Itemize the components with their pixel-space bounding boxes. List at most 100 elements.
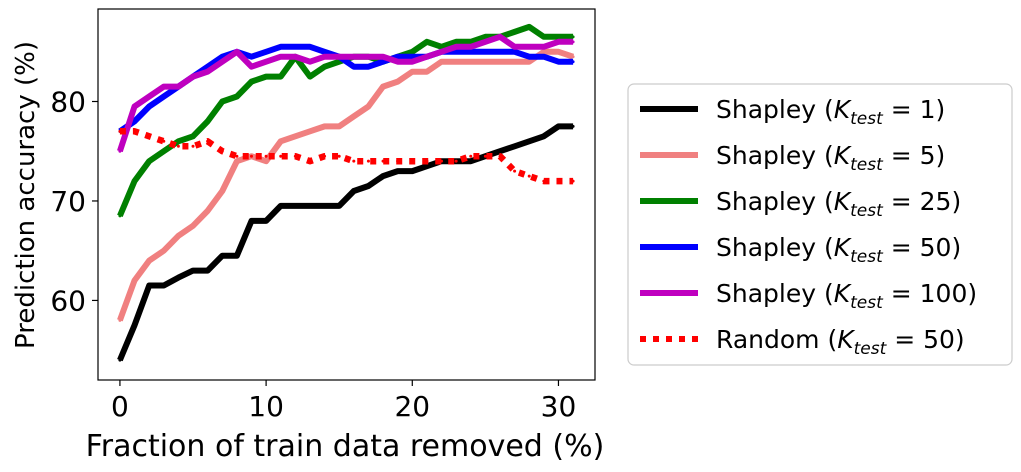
data-point [571,40,575,44]
data-point [191,269,195,273]
data-point [279,139,283,143]
x-tick-label: 30 [541,390,577,423]
data-point [498,154,502,158]
data-point [220,189,224,193]
data-point [352,65,356,69]
data-point [454,60,458,64]
data-point [410,70,414,74]
data-point [542,134,546,138]
data-point [410,55,414,59]
data-point [498,35,502,39]
data-point [293,55,297,59]
series-line [119,128,574,185]
data-point [381,174,385,178]
data-point [454,40,458,44]
data-point [396,159,400,163]
data-point [410,60,414,64]
data-point [162,139,166,143]
data-point [337,124,341,128]
data-point [513,45,517,49]
data-point [293,154,297,158]
data-point [440,159,444,163]
y-tick-label: 70 [50,185,86,218]
data-point [469,60,473,64]
data-point [264,50,268,54]
data-point [396,169,400,173]
legend-label: Shapley (Ktest = 100) [716,279,977,313]
data-point [279,204,283,208]
data-point [483,50,487,54]
data-point [235,95,239,99]
data-point [381,85,385,89]
data-point [118,149,122,153]
series-layer [117,23,575,362]
data-point [249,80,253,84]
data-point [323,50,327,54]
data-point [133,323,137,327]
data-point [220,55,224,59]
data-point [191,224,195,228]
data-point [483,40,487,44]
legend: Shapley (Ktest = 1) Shapley (Ktest = 5) Sh… [627,83,1013,366]
data-point [483,60,487,64]
data-point [118,358,122,362]
data-point [425,164,429,168]
data-point [396,60,400,64]
data-point [556,50,560,54]
data-point [498,60,502,64]
data-point [469,50,473,54]
data-point [366,184,370,188]
data-point [542,179,546,183]
data-point [176,276,180,280]
data-point [249,219,253,223]
data-point [162,95,166,99]
data-point [571,60,575,64]
data-point [337,154,341,158]
data-point [176,144,180,148]
data-point [425,55,429,59]
data-point [469,159,473,163]
data-point [498,50,502,54]
data-point [440,45,444,49]
data-point [147,134,151,138]
legend-label: Shapley (Ktest = 25) [716,187,961,221]
data-point [118,129,122,133]
data-point [469,40,473,44]
x-axis-title: Fraction of train data removed (%) [86,429,605,464]
data-point [556,179,560,183]
data-point [162,284,166,288]
data-point [176,139,180,143]
data-point [249,65,253,69]
data-point [440,60,444,64]
data-point [571,35,575,39]
data-point [513,30,517,34]
data-point [381,159,385,163]
data-point [235,159,239,163]
data-point [542,55,546,59]
data-point [556,124,560,128]
data-point [308,45,312,49]
data-point [352,159,356,163]
data-point [235,154,239,158]
data-point [513,50,517,54]
data-point [133,119,137,123]
data-point [206,119,210,123]
data-point [162,249,166,253]
data-point [220,149,224,153]
data-point [191,75,195,79]
data-point [235,50,239,54]
data-point [249,154,253,158]
data-point [527,139,531,143]
series-4 [117,33,575,153]
data-point [352,189,356,193]
data-point [206,139,210,143]
data-point [469,154,473,158]
data-point [162,149,166,153]
data-point [249,55,253,59]
data-point [206,70,210,74]
data-point [264,60,268,64]
data-point [162,85,166,89]
data-point [513,169,517,173]
legend-label: Shapley (Ktest = 50) [716,233,961,267]
data-point [366,159,370,163]
